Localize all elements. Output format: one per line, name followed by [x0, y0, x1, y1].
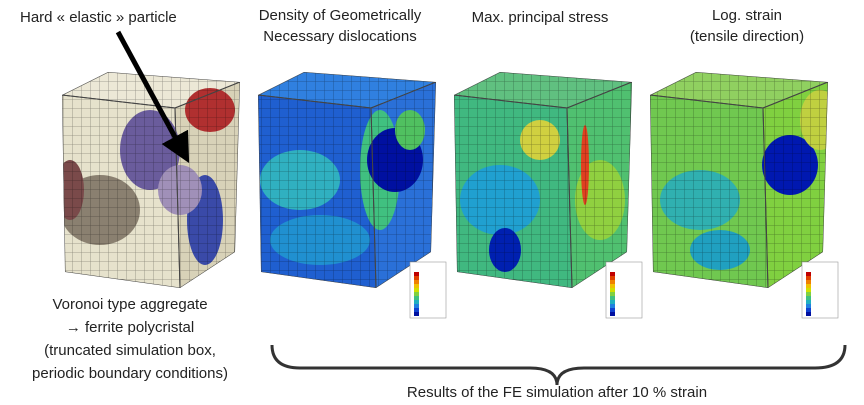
legend-swatch [414, 292, 419, 296]
aggregate-label: → ferrite polycristal [66, 319, 194, 336]
legend-swatch [610, 272, 615, 276]
legend-swatch [806, 276, 811, 280]
legend-swatch [414, 300, 419, 304]
legend-swatch [610, 276, 615, 280]
color-legend [802, 262, 838, 318]
aggregate-label: periodic boundary conditions) [32, 365, 228, 382]
legend-swatch [806, 300, 811, 304]
figure: Hard « elastic » particle Density of Geo… [0, 0, 864, 405]
legend-swatch [610, 304, 615, 308]
cube [56, 72, 240, 288]
legend-swatch [610, 308, 615, 312]
mesh [62, 95, 180, 288]
color-legend [410, 262, 446, 318]
mesh [763, 82, 828, 288]
results-label: Results of the FE simulation after 10 % … [407, 384, 707, 401]
mesh [371, 82, 436, 288]
brace [272, 345, 845, 385]
color-legend [606, 262, 642, 318]
legend-swatch [610, 292, 615, 296]
mesh [258, 95, 376, 288]
legend-swatch [806, 312, 811, 316]
legend-swatch [414, 276, 419, 280]
legend-swatch [806, 288, 811, 292]
aggregate-label: Voronoi type aggregate [52, 296, 207, 313]
legend-swatch [414, 296, 419, 300]
legend-swatch [414, 272, 419, 276]
legend-swatch [610, 296, 615, 300]
legend-swatch [610, 312, 615, 316]
mesh [454, 95, 572, 288]
particle-label: Hard « elastic » particle [20, 9, 177, 26]
gnd-label: Necessary dislocations [263, 28, 416, 45]
legend-swatch [806, 284, 811, 288]
legend-swatch [806, 304, 811, 308]
mesh [175, 82, 240, 288]
legend-swatch [414, 312, 419, 316]
strain-label: Log. strain [712, 7, 782, 24]
legend-swatch [806, 296, 811, 300]
legend-swatch [414, 284, 419, 288]
legend-swatch [806, 280, 811, 284]
stress-label: Max. principal stress [472, 9, 609, 26]
legend-swatch [610, 284, 615, 288]
legend-swatch [414, 308, 419, 312]
aggregate-label: (truncated simulation box, [44, 342, 216, 359]
gnd-label: Density of Geometrically [259, 7, 422, 24]
cube [258, 72, 436, 288]
strain-label: (tensile direction) [690, 28, 804, 45]
legend-swatch [414, 304, 419, 308]
cube [650, 72, 840, 288]
legend-swatch [414, 288, 419, 292]
legend-swatch [806, 272, 811, 276]
mesh [567, 82, 632, 288]
legend-swatch [610, 300, 615, 304]
legend-swatch [414, 280, 419, 284]
body: Hard « elastic » particle Density of Geo… [0, 0, 864, 405]
mesh [650, 95, 768, 288]
legend-swatch [806, 292, 811, 296]
legend-swatch [610, 288, 615, 292]
page: {"labels": { "particle": "Hard « elastic… [0, 0, 864, 405]
legend-swatch [806, 308, 811, 312]
cubes [56, 72, 840, 318]
legend-swatch [610, 280, 615, 284]
cube [454, 72, 632, 288]
